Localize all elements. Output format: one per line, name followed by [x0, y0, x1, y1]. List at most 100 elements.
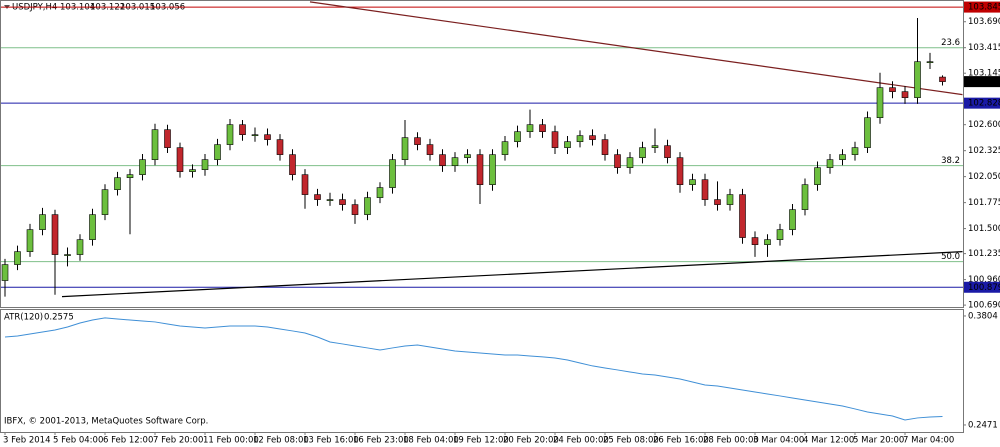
x-tick-label: 7 Mar 04:00 — [903, 436, 954, 446]
candle-body — [264, 134, 271, 140]
candle-body — [89, 214, 96, 240]
current-price-box — [964, 76, 1000, 88]
candle-body — [939, 76, 946, 82]
fib-label: 23.6 — [941, 38, 960, 48]
candle-body — [789, 209, 796, 230]
copyright: IBFX, © 2001-2013, MetaQuotes Software C… — [4, 417, 208, 427]
candle-body — [376, 187, 384, 198]
candle-body — [564, 141, 571, 148]
trendline — [309, 1, 963, 96]
candle-body — [401, 137, 409, 160]
trendline — [61, 251, 963, 298]
candle-body — [739, 194, 746, 238]
candle-body — [526, 124, 534, 132]
x-tick-label: 11 Feb 00:00 — [203, 436, 259, 446]
y-tick-label: 103.690 — [968, 17, 1000, 27]
y-tick-label: 103.145 — [968, 69, 1000, 79]
y-tick-label: 102.050 — [968, 172, 1000, 182]
candle-body — [176, 147, 184, 172]
x-tick-label: 16 Feb 23:00 — [353, 436, 409, 446]
candle-body — [289, 154, 296, 175]
candle-body — [926, 61, 934, 63]
candle-body — [901, 91, 909, 98]
y2-tick-label: 0.2471 — [968, 420, 998, 430]
candle-body — [601, 139, 609, 155]
price-label: 102.828 — [968, 99, 1000, 109]
candle-body — [514, 131, 521, 142]
main-panel — [0, 0, 964, 308]
candle-body — [851, 147, 859, 155]
indicator-panel — [0, 309, 964, 433]
y-tick-label: 102.600 — [968, 120, 1000, 130]
fib-label: 50.0 — [941, 252, 960, 262]
x-tick-label: 18 Feb 04:00 — [403, 436, 459, 446]
candle-body — [764, 239, 771, 245]
indicator-name: ATR(120) — [4, 313, 43, 323]
candle-body — [714, 199, 721, 205]
x-tick-label: 5 Mar 20:00 — [853, 436, 904, 446]
candle-body — [414, 137, 421, 145]
candle-body — [301, 174, 309, 195]
candle-body — [814, 167, 821, 185]
price-box — [964, 97, 1000, 109]
x-tick-label: 4 Mar 12:00 — [803, 436, 854, 446]
x-tick-label: 7 Feb 20:00 — [153, 436, 203, 446]
candle-body — [689, 179, 696, 185]
candle-body — [39, 214, 46, 230]
y-tick-label: 100.960 — [968, 275, 1000, 285]
candle-body — [1, 264, 9, 281]
candle-body — [139, 159, 146, 175]
x-tick-label: 12 Feb 08:00 — [253, 436, 309, 446]
candle-body — [364, 197, 371, 215]
candle-body — [914, 61, 921, 98]
x-tick-label: 3 Feb 2014 — [3, 436, 51, 446]
candle-body — [151, 129, 159, 160]
x-tick-label: 25 Feb 08:00 — [603, 436, 659, 446]
y-tick-label: 103.415 — [968, 43, 1000, 53]
price-box — [964, 281, 1000, 293]
candle-body — [489, 154, 496, 185]
candle-body — [101, 189, 109, 215]
price-box — [964, 1, 1000, 13]
candle-body — [76, 239, 84, 255]
candle-body — [839, 154, 846, 160]
x-tick-label: 19 Feb 12:00 — [453, 436, 509, 446]
candle-body — [214, 144, 221, 160]
x-tick-label: 6 Feb 12:00 — [103, 436, 153, 446]
y2-tick-label: 0.3804 — [968, 311, 998, 321]
candle-body — [776, 229, 784, 240]
candle-body — [51, 214, 59, 255]
candle-body — [501, 141, 509, 155]
indicator-value: 0.2575 — [44, 313, 74, 323]
candle-body — [114, 177, 121, 190]
fib-label: 38.2 — [941, 156, 960, 166]
x-tick-label: 24 Feb 00:00 — [553, 436, 609, 446]
candle-body — [676, 157, 684, 185]
candle-body — [864, 117, 871, 148]
candle-body — [14, 251, 21, 265]
candle-body — [751, 237, 759, 245]
candle-body — [464, 154, 471, 158]
y-tick-label: 102.325 — [968, 146, 1000, 156]
candle-body — [664, 145, 671, 158]
current-price: 103.056 — [968, 77, 1000, 87]
candle-body — [389, 159, 396, 188]
candle-body — [614, 154, 621, 168]
y-tick-label: 101.500 — [968, 224, 1000, 234]
candle-body — [251, 134, 259, 137]
candle-body — [326, 199, 334, 201]
candle-body — [64, 254, 71, 256]
candle-body — [339, 199, 346, 205]
candle-body — [201, 159, 209, 170]
x-tick-label: 28 Feb 00:00 — [703, 436, 759, 446]
candle-body — [276, 139, 284, 155]
candle-body — [701, 179, 709, 200]
y-tick-label: 101.235 — [968, 249, 1000, 259]
candle-body — [226, 124, 234, 145]
x-tick-label: 3 Mar 04:00 — [753, 436, 804, 446]
candle-body — [551, 131, 559, 148]
candle-body — [726, 194, 734, 205]
y-tick-label: 101.775 — [968, 198, 1000, 208]
candle-body — [651, 145, 659, 148]
